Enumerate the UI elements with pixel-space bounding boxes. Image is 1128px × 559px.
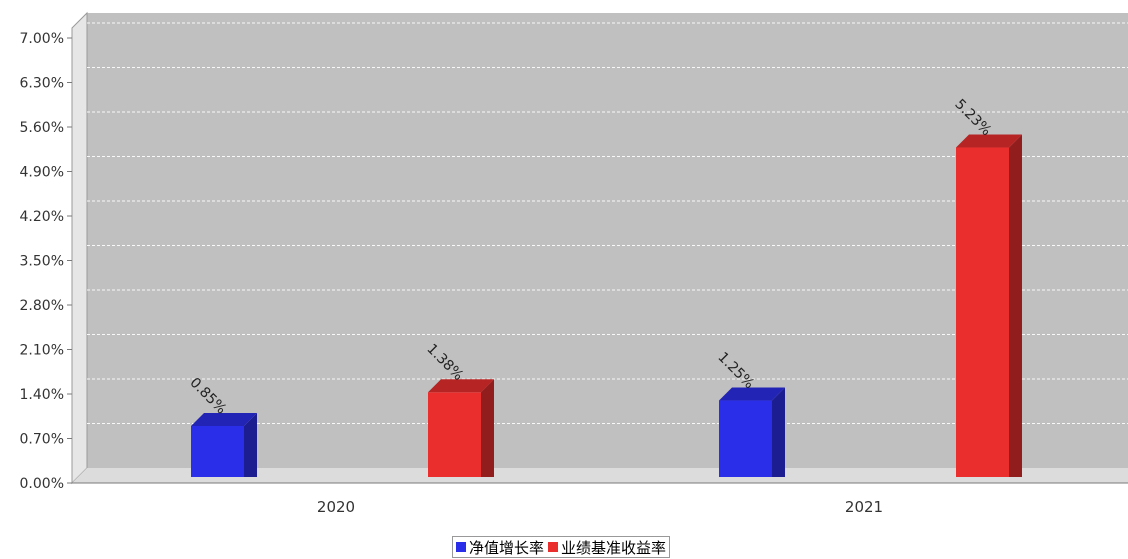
bar-top	[956, 134, 1022, 148]
y-tick-label: 0.70%	[20, 432, 64, 448]
y-tick-label: 3.50%	[20, 254, 64, 270]
y-tick-label: 2.10%	[20, 343, 64, 359]
y-tick-label: 5.60%	[20, 120, 64, 136]
y-tick-label: 0.00%	[20, 476, 64, 492]
y-tick-label: 4.20%	[20, 209, 64, 225]
legend-swatch-blue	[456, 542, 466, 552]
plot-left-wall	[71, 11, 88, 485]
x-axis-tick-labels: 2020 2021	[317, 498, 883, 516]
bar-side	[481, 379, 494, 477]
plot-back-wall	[87, 13, 1128, 468]
bars	[191, 134, 1022, 477]
x-tick-label: 2020	[317, 498, 355, 516]
bar	[428, 392, 481, 477]
legend-label: 业绩基准收益率	[561, 538, 667, 557]
y-axis-tick-labels: 0.00% 0.70% 1.40% 2.10% 2.80% 3.50% 4.20% 4.90%…	[20, 31, 72, 492]
bar	[191, 425, 244, 477]
bar	[719, 400, 772, 477]
plot-floor	[72, 468, 1128, 483]
bar-side	[772, 387, 785, 477]
y-tick-label: 7.00%	[20, 31, 64, 47]
bar-top	[191, 412, 257, 426]
bar-side	[1009, 134, 1022, 477]
legend-swatch-red	[548, 542, 559, 552]
y-tick-label: 4.90%	[20, 165, 64, 181]
plot-frame	[71, 11, 1128, 485]
x-tick-label: 2021	[845, 498, 883, 516]
y-tick-label: 1.40%	[20, 387, 64, 403]
bar-top	[719, 387, 785, 401]
bar	[956, 147, 1009, 477]
y-tick-label: 2.80%	[20, 298, 64, 314]
y-tick-label: 6.30%	[20, 76, 64, 92]
legend-label: 净值增长率	[469, 538, 545, 557]
legend: 净值增长率 业绩基准收益率	[452, 536, 671, 558]
grid-lines	[87, 22, 1128, 424]
legend-item-nav-growth: 净值增长率	[456, 537, 544, 558]
legend-item-benchmark: 业绩基准收益率	[548, 537, 666, 558]
bar-top	[428, 379, 494, 393]
bar-side	[244, 412, 257, 477]
